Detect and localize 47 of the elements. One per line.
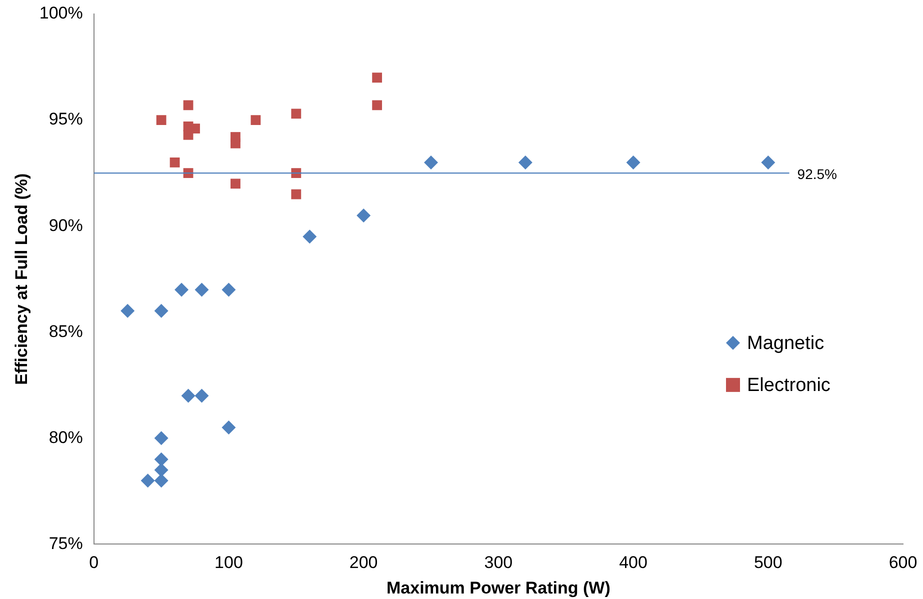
point: [230, 138, 240, 148]
x-tick-label: 200: [349, 553, 378, 572]
point: [194, 282, 209, 297]
legend-label: Magnetic: [747, 333, 824, 354]
point: [183, 100, 194, 110]
y-axis-title: Efficiency at Full Load (%): [12, 173, 31, 385]
y-tick-label: 90%: [48, 216, 83, 235]
point: [626, 155, 640, 170]
point: [518, 155, 532, 170]
x-axis-title: Maximum Power Rating (W): [386, 578, 610, 598]
point: [291, 108, 302, 119]
point: [222, 420, 236, 435]
legend-label: Electronic: [747, 375, 830, 396]
y-tick-label: 100%: [39, 4, 83, 23]
point: [154, 452, 168, 466]
point: [302, 230, 317, 244]
point: [761, 155, 776, 170]
point: [222, 282, 236, 297]
point: [372, 72, 382, 83]
point: [181, 388, 196, 403]
point: [154, 431, 168, 446]
point: [154, 304, 168, 318]
point: [291, 189, 302, 200]
x-tick-label: 500: [754, 553, 782, 572]
y-tick-label: 85%: [48, 322, 83, 341]
x-tick-label: 100: [214, 553, 243, 572]
point: [120, 304, 135, 318]
x-tick-label: 300: [484, 553, 513, 572]
y-tick-label: 80%: [48, 428, 83, 447]
x-tick-label: 600: [888, 553, 918, 572]
ref-line-label: 92.5%: [797, 166, 838, 182]
point: [250, 115, 261, 125]
y-tick-label: 75%: [48, 534, 83, 553]
x-tick-label: 0: [89, 553, 99, 572]
point: [230, 178, 240, 189]
point: [154, 462, 168, 477]
point: [424, 155, 438, 170]
point: [174, 282, 189, 297]
point: [154, 474, 168, 488]
point: [170, 158, 180, 168]
point: [140, 474, 155, 488]
point: [372, 100, 382, 110]
x-tick-label: 400: [619, 553, 648, 572]
point: [356, 208, 371, 222]
point: [194, 388, 209, 403]
y-tick-label: 95%: [48, 110, 83, 129]
point: [156, 115, 166, 125]
